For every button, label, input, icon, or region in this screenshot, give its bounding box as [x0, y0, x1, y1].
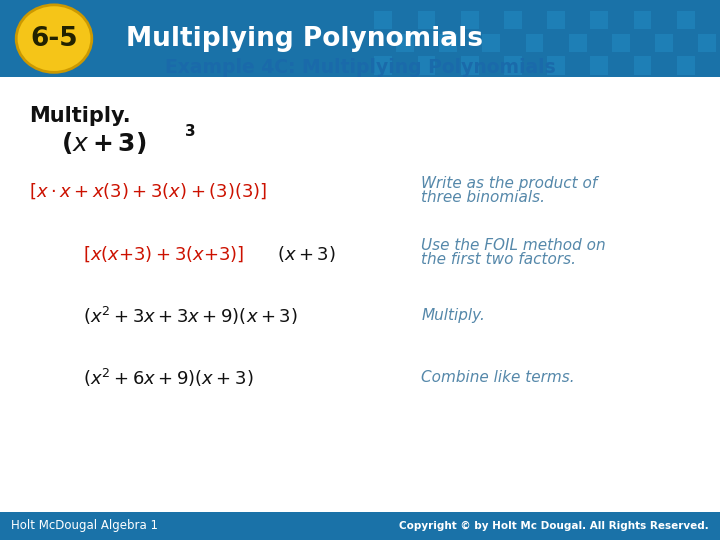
FancyBboxPatch shape: [698, 33, 716, 52]
Text: Example 4C: Multiplying Polynomials: Example 4C: Multiplying Polynomials: [165, 58, 555, 77]
Text: $\mathbf{(\mathit{x} + 3)}$: $\mathbf{(\mathit{x} + 3)}$: [61, 130, 147, 156]
Text: Multiply.: Multiply.: [421, 308, 485, 323]
FancyBboxPatch shape: [526, 33, 544, 52]
FancyBboxPatch shape: [590, 56, 608, 75]
Text: three binomials.: three binomials.: [421, 190, 545, 205]
FancyBboxPatch shape: [396, 33, 414, 52]
FancyBboxPatch shape: [569, 33, 587, 52]
FancyBboxPatch shape: [374, 56, 392, 75]
FancyBboxPatch shape: [698, 56, 716, 75]
FancyBboxPatch shape: [655, 56, 673, 75]
Text: 6-5: 6-5: [30, 25, 78, 52]
FancyBboxPatch shape: [698, 11, 716, 29]
FancyBboxPatch shape: [0, 512, 720, 540]
Text: $[\mathit{x}(\mathit{x}{+}3) + 3(\mathit{x}{+}3)]$: $[\mathit{x}(\mathit{x}{+}3) + 3(\mathit…: [83, 244, 244, 264]
FancyBboxPatch shape: [547, 56, 565, 75]
Text: Use the FOIL method on: Use the FOIL method on: [421, 238, 606, 253]
Text: $\mathbf{3}$: $\mathbf{3}$: [184, 123, 195, 139]
FancyBboxPatch shape: [569, 11, 587, 29]
Text: $(\mathit{x} + 3)$: $(\mathit{x} + 3)$: [277, 244, 336, 264]
FancyBboxPatch shape: [677, 33, 695, 52]
Text: Combine like terms.: Combine like terms.: [421, 370, 575, 386]
FancyBboxPatch shape: [612, 33, 630, 52]
Text: Write as the product of: Write as the product of: [421, 176, 598, 191]
FancyBboxPatch shape: [655, 33, 673, 52]
FancyBboxPatch shape: [418, 56, 436, 75]
FancyBboxPatch shape: [634, 33, 652, 52]
FancyBboxPatch shape: [0, 0, 720, 77]
FancyBboxPatch shape: [482, 33, 500, 52]
Text: the first two factors.: the first two factors.: [421, 252, 576, 267]
Text: Copyright © by Holt Mc Dougal. All Rights Reserved.: Copyright © by Holt Mc Dougal. All Right…: [400, 521, 709, 531]
Text: $(\mathit{x}^2 + 3\mathit{x} + 3\mathit{x} + 9)(\mathit{x} + 3)$: $(\mathit{x}^2 + 3\mathit{x} + 3\mathit{…: [83, 305, 297, 327]
FancyBboxPatch shape: [418, 33, 436, 52]
FancyBboxPatch shape: [547, 11, 565, 29]
FancyBboxPatch shape: [677, 11, 695, 29]
FancyBboxPatch shape: [677, 56, 695, 75]
FancyBboxPatch shape: [482, 56, 500, 75]
FancyBboxPatch shape: [634, 11, 652, 29]
FancyBboxPatch shape: [590, 33, 608, 52]
FancyBboxPatch shape: [418, 11, 436, 29]
FancyBboxPatch shape: [439, 33, 457, 52]
Text: Holt McDougal Algebra 1: Holt McDougal Algebra 1: [11, 519, 158, 532]
FancyBboxPatch shape: [634, 56, 652, 75]
FancyBboxPatch shape: [655, 11, 673, 29]
Text: $[\mathit{x} \cdot \mathit{x} + \mathit{x}(3) + 3(\mathit{x}) + (3)(3)]$: $[\mathit{x} \cdot \mathit{x} + \mathit{…: [29, 182, 267, 201]
FancyBboxPatch shape: [504, 56, 522, 75]
FancyBboxPatch shape: [374, 33, 392, 52]
Ellipse shape: [17, 5, 92, 72]
FancyBboxPatch shape: [547, 33, 565, 52]
Text: $(\mathit{x}^2 + 6\mathit{x} + 9)(\mathit{x} + 3)$: $(\mathit{x}^2 + 6\mathit{x} + 9)(\mathi…: [83, 367, 253, 389]
FancyBboxPatch shape: [590, 11, 608, 29]
FancyBboxPatch shape: [504, 33, 522, 52]
FancyBboxPatch shape: [569, 56, 587, 75]
FancyBboxPatch shape: [526, 56, 544, 75]
FancyBboxPatch shape: [396, 11, 414, 29]
FancyBboxPatch shape: [461, 33, 479, 52]
FancyBboxPatch shape: [482, 11, 500, 29]
FancyBboxPatch shape: [612, 11, 630, 29]
FancyBboxPatch shape: [504, 11, 522, 29]
FancyBboxPatch shape: [461, 11, 479, 29]
FancyBboxPatch shape: [439, 56, 457, 75]
FancyBboxPatch shape: [461, 56, 479, 75]
FancyBboxPatch shape: [439, 11, 457, 29]
FancyBboxPatch shape: [526, 11, 544, 29]
FancyBboxPatch shape: [374, 11, 392, 29]
FancyBboxPatch shape: [612, 56, 630, 75]
Text: Multiply.: Multiply.: [29, 106, 130, 126]
FancyBboxPatch shape: [396, 56, 414, 75]
Text: Multiplying Polynomials: Multiplying Polynomials: [126, 25, 483, 52]
